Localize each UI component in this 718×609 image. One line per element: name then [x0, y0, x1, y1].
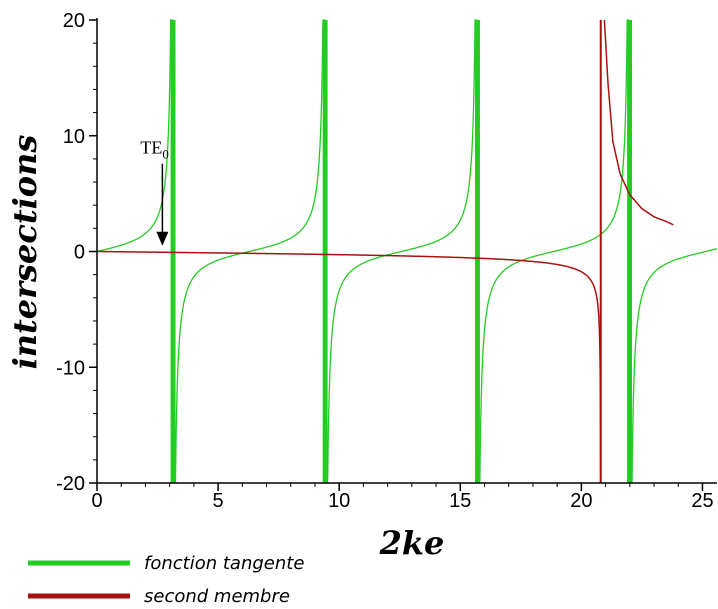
y-tick-label: -20 [56, 473, 85, 495]
x-tick-label: 0 [91, 490, 102, 512]
legend-label-second-membre: second membre [144, 586, 290, 607]
x-tick-label: 20 [570, 490, 592, 512]
tangent-branch [477, 19, 630, 484]
y-tick-label: 10 [63, 126, 85, 148]
annotation-te0: TE0 [140, 138, 169, 162]
second-membre-branch-a [96, 250, 602, 484]
x-tick-label: 15 [449, 490, 471, 512]
tick-layer: 0 5 10 15 20 25 -20 -10 0 10 20 [56, 10, 714, 512]
series-layer [96, 19, 718, 484]
legend-item-second-membre: second membre [28, 586, 290, 607]
legend-item-fonction-tangente: fonction tangente [28, 553, 304, 574]
x-tick-label: 10 [328, 490, 350, 512]
annotation-arrow-head [156, 231, 169, 246]
plot-area: 0 5 10 15 20 25 -20 -10 0 10 20 [56, 10, 718, 512]
annotation-te0-main: TE [140, 138, 162, 158]
tangent-branch [325, 19, 478, 484]
tangent-branch [173, 19, 326, 484]
annotation-layer: TE0 [140, 138, 169, 246]
x-tick-label: 5 [213, 490, 224, 512]
legend: fonction tangente second membre [28, 553, 304, 607]
y-tick-label: -10 [56, 357, 85, 379]
x-tick-label: 25 [691, 490, 713, 512]
legend-label-fonction-tangente: fonction tangente [144, 553, 304, 574]
second-membre-branch-b [603, 19, 674, 226]
tangent-branch [96, 19, 173, 253]
y-axis-label: intersections [6, 135, 44, 370]
y-tick-label: 0 [74, 242, 85, 264]
tangent-branch [629, 248, 718, 484]
x-axis-label: 2ke [379, 524, 445, 562]
annotation-te0-subscript: 0 [162, 147, 169, 162]
y-tick-label: 20 [63, 10, 85, 32]
